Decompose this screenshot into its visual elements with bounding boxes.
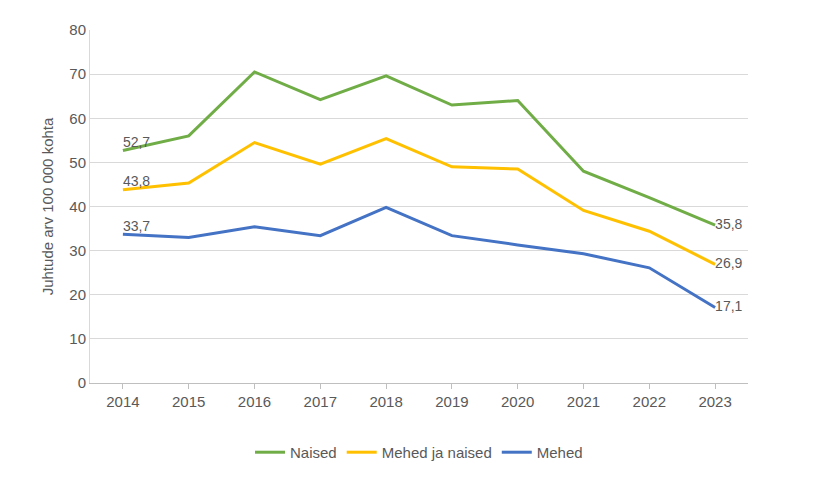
svg-text:80: 80: [69, 21, 86, 38]
svg-text:Mehed ja naised: Mehed ja naised: [382, 444, 492, 461]
svg-text:2019: 2019: [435, 393, 468, 410]
svg-text:70: 70: [69, 65, 86, 82]
svg-text:20: 20: [69, 286, 86, 303]
svg-text:52,7: 52,7: [123, 134, 150, 150]
svg-text:17,1: 17,1: [715, 298, 742, 314]
svg-text:2022: 2022: [633, 393, 666, 410]
svg-text:2015: 2015: [172, 393, 205, 410]
svg-text:Naised: Naised: [290, 444, 337, 461]
svg-text:Juhtude arv 100 000 kohta: Juhtude arv 100 000 kohta: [39, 117, 56, 295]
svg-text:10: 10: [69, 330, 86, 347]
svg-text:2020: 2020: [501, 393, 534, 410]
svg-text:Mehed: Mehed: [537, 444, 583, 461]
svg-text:2017: 2017: [304, 393, 337, 410]
svg-text:26,9: 26,9: [715, 255, 742, 271]
svg-text:2021: 2021: [567, 393, 600, 410]
svg-text:0: 0: [78, 374, 86, 391]
svg-text:60: 60: [69, 110, 86, 127]
svg-text:40: 40: [69, 198, 86, 215]
svg-text:30: 30: [69, 242, 86, 259]
svg-text:33,7: 33,7: [123, 218, 150, 234]
svg-text:2023: 2023: [698, 393, 731, 410]
svg-text:35,8: 35,8: [715, 216, 742, 232]
svg-text:43,8: 43,8: [123, 173, 150, 189]
svg-text:2014: 2014: [106, 393, 139, 410]
svg-text:50: 50: [69, 154, 86, 171]
svg-text:2016: 2016: [238, 393, 271, 410]
svg-text:2018: 2018: [369, 393, 402, 410]
